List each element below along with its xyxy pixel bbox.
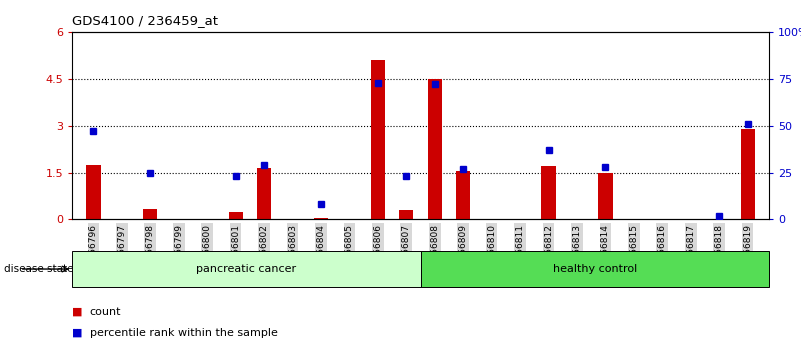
Bar (541, 166, 556, 219)
Bar (87, 165, 101, 219)
Text: ■: ■ (72, 328, 83, 338)
Bar (598, 172, 613, 219)
Bar (428, 79, 442, 219)
Text: GDS4100 / 236459_at: GDS4100 / 236459_at (72, 14, 218, 27)
Bar (399, 210, 413, 219)
Bar (143, 209, 158, 219)
Bar (740, 129, 755, 219)
Bar (421, 251, 769, 287)
Bar (72, 251, 421, 287)
Bar (314, 218, 328, 219)
Bar (456, 171, 470, 219)
Text: pancreatic cancer: pancreatic cancer (196, 264, 296, 274)
Text: disease state: disease state (4, 264, 74, 274)
Text: ■: ■ (72, 307, 83, 316)
Bar (257, 168, 272, 219)
Bar (228, 212, 243, 219)
Bar (371, 60, 385, 219)
Text: count: count (90, 307, 121, 316)
Text: percentile rank within the sample: percentile rank within the sample (90, 328, 278, 338)
Text: healthy control: healthy control (553, 264, 637, 274)
